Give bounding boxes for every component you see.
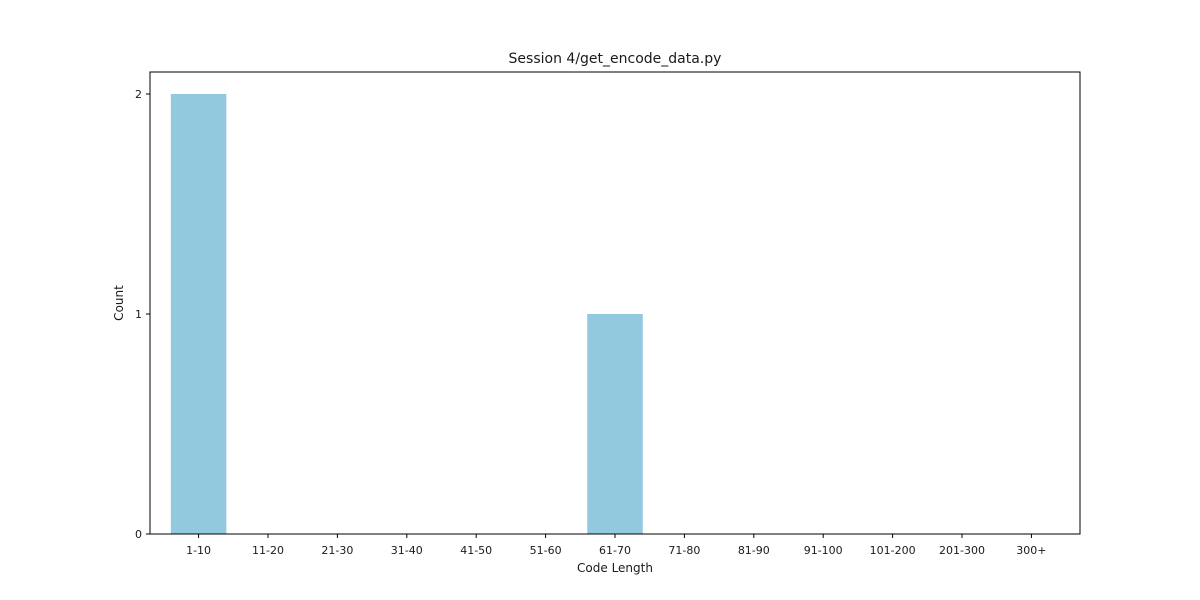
x-tick-label: 31-40 [391, 544, 423, 557]
x-tick-label: 61-70 [599, 544, 631, 557]
chart-title: Session 4/get_encode_data.py [509, 51, 722, 67]
x-tick-label: 51-60 [530, 544, 562, 557]
x-tick-label: 300+ [1016, 544, 1046, 557]
x-tick-label: 11-20 [252, 544, 284, 557]
x-axis-label: Code Length [577, 561, 653, 575]
bar-1-10 [170, 94, 227, 534]
x-tick-label: 91-100 [804, 544, 843, 557]
x-tick-label: 21-30 [321, 544, 353, 557]
x-tick-label: 1-10 [186, 544, 211, 557]
x-axis-ticks: 1-10 11-20 21-30 31-40 41-50 51-60 61-70 71-80 8… [186, 534, 1047, 557]
x-tick-label: 41-50 [460, 544, 492, 557]
y-tick-label: 0 [135, 528, 142, 541]
y-axis-label: Count [112, 285, 126, 321]
x-tick-label: 71-80 [668, 544, 700, 557]
y-tick-label: 1 [135, 308, 142, 321]
y-tick-label: 2 [135, 88, 142, 101]
x-tick-label: 81-90 [738, 544, 770, 557]
bars-group [170, 94, 643, 534]
bar-61-70 [587, 314, 643, 534]
x-tick-label: 201-300 [939, 544, 985, 557]
x-tick-label: 101-200 [870, 544, 916, 557]
y-axis-ticks: 0 1 2 [135, 88, 150, 541]
